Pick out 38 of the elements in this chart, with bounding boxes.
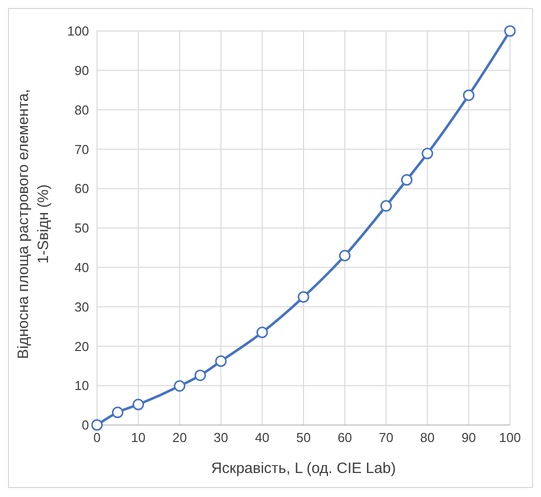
y-tick-label: 60 <box>74 181 89 196</box>
point <box>194 370 206 382</box>
point <box>91 419 103 431</box>
point <box>174 380 186 392</box>
point <box>215 355 227 367</box>
point <box>298 291 310 303</box>
point <box>380 200 392 212</box>
x-tick-label: 80 <box>420 430 435 446</box>
point <box>422 148 434 160</box>
y-tick-label: 70 <box>74 142 89 157</box>
y-tick-label: 30 <box>74 299 89 314</box>
point <box>462 89 474 101</box>
x-tick-label: 40 <box>254 430 270 446</box>
y-tick-label: 10 <box>74 378 89 394</box>
point <box>339 250 351 262</box>
y-tick-label: 0 <box>82 418 89 433</box>
x-tick-label: 100 <box>499 430 521 446</box>
x-tick-label: 10 <box>131 430 146 446</box>
y-tick-label: 90 <box>74 63 89 78</box>
x-tick-label: 90 <box>461 430 476 446</box>
x-tick-label: 20 <box>172 430 187 446</box>
x-tick-label: 70 <box>378 430 394 446</box>
y-axis-title: Відносна площа растрового елемента, 1-Sвідн (%) <box>15 89 52 359</box>
x-tick-label: 50 <box>296 430 311 446</box>
point <box>132 398 144 410</box>
y-tick-label: 80 <box>74 102 89 118</box>
y-tick-label: 40 <box>74 260 89 276</box>
y-tick-label: 20 <box>74 338 89 354</box>
point <box>256 326 268 338</box>
x-tick-label: 30 <box>214 430 228 446</box>
x-tick-label: 60 <box>338 430 352 446</box>
point <box>401 174 412 186</box>
point <box>504 25 516 37</box>
x-tick-label: 0 <box>93 430 101 446</box>
x-axis-title: Яскравість, L (од. CIE Lab) <box>211 460 396 477</box>
point <box>112 406 124 418</box>
y-tick-label: 50 <box>74 220 89 236</box>
y-tick-label: 100 <box>67 24 89 39</box>
